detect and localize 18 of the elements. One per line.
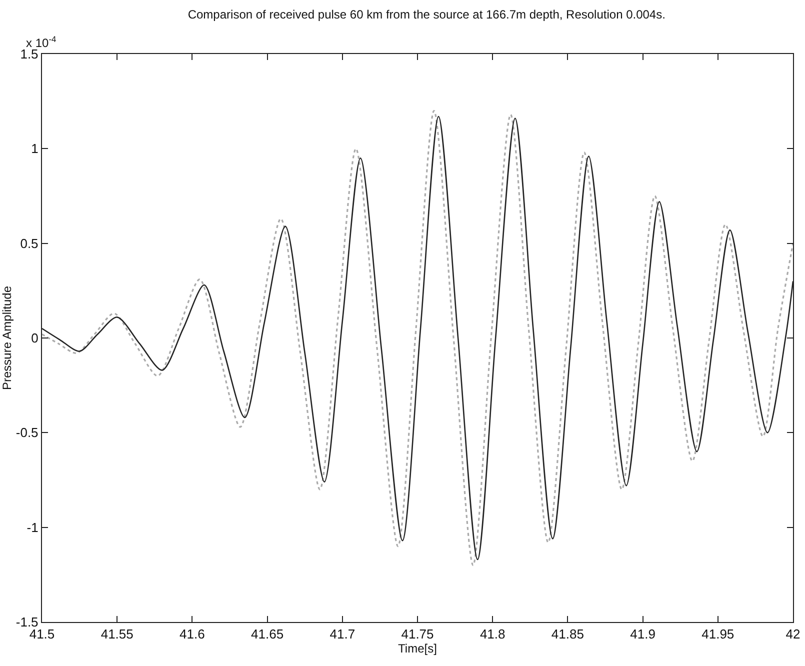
y-tick-label: 1 [31, 141, 38, 156]
x-axis-title: Time[s] [398, 642, 437, 656]
y-tick-label: -1 [26, 520, 38, 535]
x-tick-label: 41.9 [630, 626, 656, 642]
chart-title: Comparison of received pulse 60 km from the source at 166.7m depth, Resolution 0.004s. [188, 7, 666, 22]
x-tick-label: 41.8 [480, 626, 506, 642]
x-tick-label: 41.55 [100, 626, 134, 642]
y-axis-title: Pressure Amplitude [0, 286, 14, 390]
x-tick-label: 41.85 [551, 626, 584, 642]
x-tick-label: 41.75 [401, 626, 434, 642]
y-tick-label: 0 [31, 330, 38, 346]
x-tick-label: 41.95 [702, 626, 734, 642]
x-tick-label: 41.65 [251, 626, 284, 642]
x-tick-label: 41.7 [330, 626, 356, 642]
y-tick-label: -0.5 [16, 425, 38, 440]
x-tick-label: 41.6 [180, 626, 205, 642]
x-tick-label: 42 [786, 626, 800, 642]
y-tick-label: 0.5 [20, 236, 38, 251]
